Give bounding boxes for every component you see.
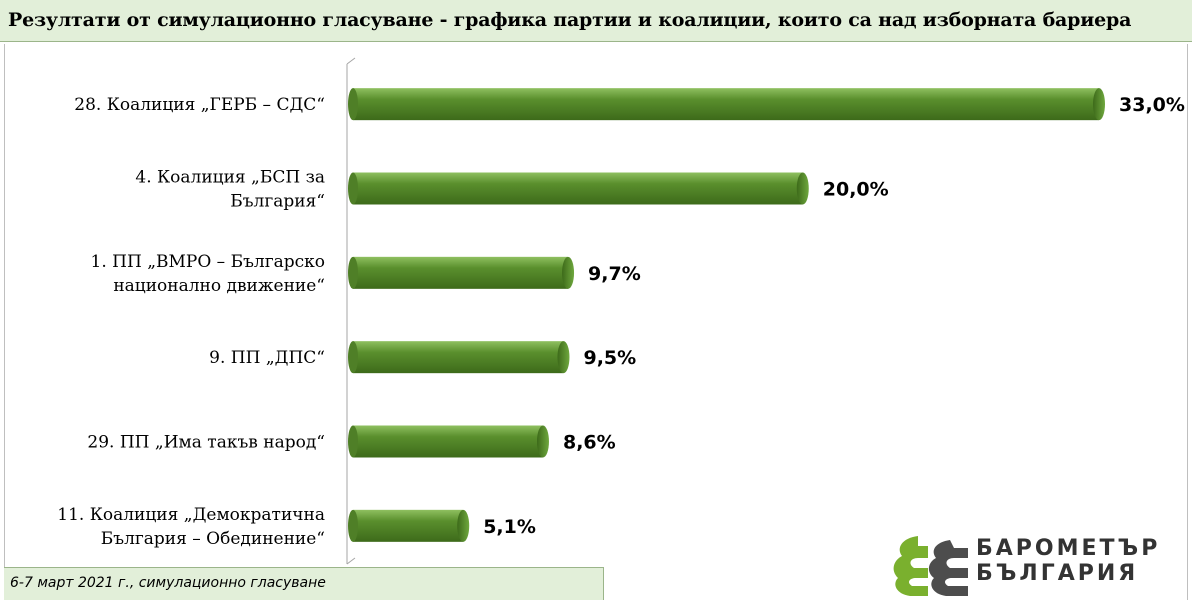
value-label: 5,1%: [483, 516, 536, 538]
axis-corner-top: [346, 57, 356, 65]
bar-end-cap: [796, 172, 809, 205]
axis-corner-bottom: [346, 557, 356, 565]
bars-layer: [348, 88, 1105, 542]
chart-title: Резултати от симулационно гласуване - гр…: [8, 9, 1132, 31]
category-label: 28. Коалиция „ГЕРБ – СДС“: [74, 95, 325, 115]
bar-end-cap: [562, 256, 575, 289]
bar-end-cap: [457, 509, 470, 542]
logo-line-1: БАРОМЕТЪР: [976, 536, 1161, 561]
bar: [353, 256, 569, 289]
value-label: 9,5%: [583, 347, 636, 369]
chart-frame: 28. Коалиция „ГЕРБ – СДС“ 4. Коалиция „БС…: [4, 44, 1188, 600]
value-labels: 33,0% 20,0% 9,7% 9,5% 8,6% 5,1%: [483, 94, 1185, 538]
bar-start-cap: [348, 425, 358, 458]
axis-layer: [346, 57, 356, 565]
footer: 6-7 март 2021 г., симулационно гласуване: [4, 567, 604, 600]
bar-start-cap: [348, 256, 358, 289]
bar: [353, 172, 803, 205]
bar-chart: 28. Коалиция „ГЕРБ – СДС“ 4. Коалиция „БС…: [57, 57, 1185, 565]
footer-caption: 6-7 март 2021 г., симулационно гласуване: [10, 575, 326, 591]
value-label: 20,0%: [823, 179, 889, 201]
category-label: България – Обединение“: [101, 529, 325, 549]
bar-start-cap: [348, 172, 358, 205]
barometer-logo: БАРОМЕТЪР БЪЛГАРИЯ: [888, 532, 1188, 600]
bar: [353, 341, 564, 374]
bar-start-cap: [348, 341, 358, 374]
category-label: 4. Коалиция „БСП за: [135, 168, 325, 188]
value-label: 9,7%: [588, 263, 641, 285]
value-label: 33,0%: [1119, 94, 1185, 116]
value-label: 8,6%: [563, 432, 616, 454]
bar-end-cap: [557, 341, 570, 374]
bar-end-cap: [536, 425, 549, 458]
logo-line-2: БЪЛГАРИЯ: [976, 561, 1139, 586]
logo-mark-icon: [893, 536, 968, 596]
category-label: 11. Коалиция „Демократична: [57, 505, 325, 525]
bar: [353, 88, 1099, 121]
title-bar: Резултати от симулационно гласуване - гр…: [0, 0, 1192, 42]
category-label: 29. ПП „Има такъв народ“: [87, 433, 325, 453]
category-label: 1. ПП „ВМРО – Българско: [91, 252, 325, 272]
category-label: 9. ПП „ДПС“: [209, 348, 325, 368]
bar: [353, 509, 464, 542]
category-label: национално движение“: [113, 276, 325, 296]
bar: [353, 425, 543, 458]
bar-end-cap: [1093, 88, 1105, 121]
bar-start-cap: [348, 88, 358, 121]
bar-start-cap: [348, 509, 358, 542]
category-labels: 28. Коалиция „ГЕРБ – СДС“ 4. Коалиция „БС…: [57, 95, 325, 549]
category-label: България“: [230, 192, 325, 212]
